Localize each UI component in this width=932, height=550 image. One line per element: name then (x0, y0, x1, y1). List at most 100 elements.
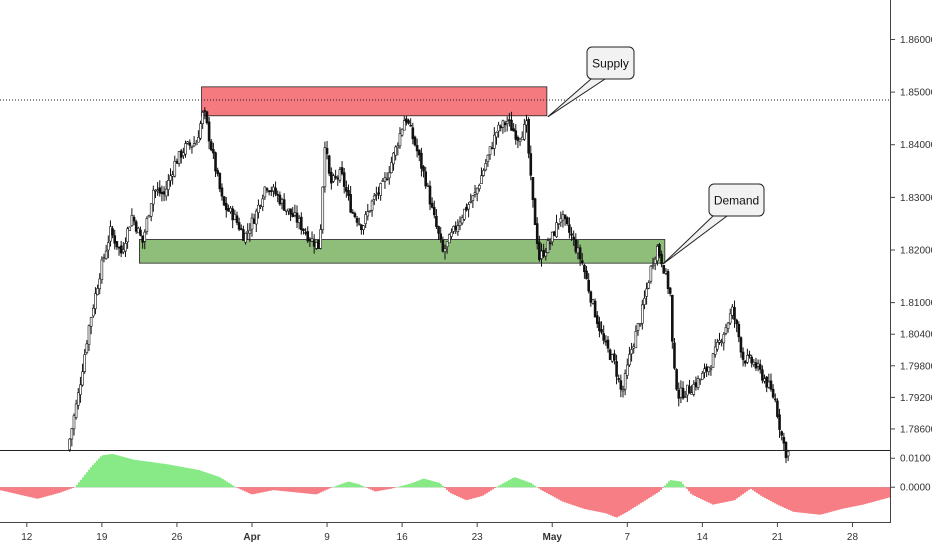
candle-body (375, 194, 378, 196)
candle-body (718, 339, 721, 343)
time-tick-label: 19 (96, 532, 108, 543)
candle-body (239, 228, 243, 230)
candle-body (683, 396, 687, 398)
time-tick-label: 28 (847, 532, 859, 543)
candle-body (182, 152, 185, 156)
candle-body (484, 163, 488, 171)
candle-body (733, 307, 736, 320)
candle-body (319, 229, 322, 249)
candle-body (160, 191, 164, 195)
candle-body (156, 189, 159, 192)
time-tick-label: 26 (171, 532, 183, 543)
candle-body (767, 381, 771, 388)
candle-body (456, 225, 460, 233)
candle-body (330, 172, 333, 184)
candle-body (686, 384, 689, 396)
candle-body (424, 171, 427, 187)
candle-body (649, 265, 653, 282)
candle-body (703, 368, 706, 373)
candle-body (748, 354, 751, 356)
candle-body (771, 388, 775, 398)
candle-body (593, 300, 597, 318)
candle-body (531, 177, 535, 201)
candle-body (666, 271, 670, 289)
candle-body (169, 175, 172, 181)
candle-body (102, 257, 106, 259)
candle-body (583, 264, 586, 273)
candle-body (400, 128, 404, 136)
callout-box (586, 46, 635, 80)
candle-body (628, 354, 631, 366)
candle-body (261, 198, 265, 207)
candle-body (460, 217, 464, 224)
candle-body (750, 356, 753, 364)
price-tick-label: 1.79800 (900, 361, 932, 372)
candle-body (332, 175, 335, 182)
candle-body (177, 151, 181, 164)
candle-body (214, 152, 217, 172)
candle-body (248, 229, 252, 234)
candle-body (553, 231, 556, 236)
candle-body (186, 141, 189, 144)
candle-body (355, 217, 359, 223)
candle-body (610, 354, 614, 362)
candle-body (81, 371, 84, 386)
price-tick-label: 1.83000 (900, 193, 932, 204)
callout-label: Supply (592, 57, 629, 71)
candle-body (242, 229, 245, 241)
time-tick-label: 14 (697, 532, 709, 543)
candle-body (621, 389, 625, 392)
candle-body (364, 214, 367, 225)
candle-body (634, 331, 638, 349)
candle-body (107, 242, 110, 251)
candle-body (508, 119, 511, 121)
candle-body (565, 217, 569, 224)
candle-body (409, 124, 412, 127)
candle-body (259, 205, 262, 207)
candle-body (300, 216, 303, 230)
candle-body (360, 224, 363, 231)
candle-body (250, 217, 254, 230)
candle-body (720, 341, 723, 344)
candle-body (342, 172, 346, 187)
callout-label: Demand (714, 194, 759, 208)
price-tick-label: 1.86000 (900, 35, 932, 46)
candle-body (535, 223, 539, 244)
time-tick-label: 23 (472, 532, 484, 543)
candle-body (741, 351, 745, 360)
candle-body (636, 323, 640, 331)
candle-body (368, 210, 372, 213)
candle-body (668, 287, 672, 294)
candle-body (761, 369, 764, 381)
candle-body (756, 363, 760, 367)
candle-body (209, 141, 213, 151)
candle-body (632, 346, 636, 349)
candle-body (726, 322, 730, 329)
candle-body (158, 187, 162, 194)
candle-body (302, 228, 305, 232)
callout-demand: Demand (662, 183, 765, 265)
candle-body (613, 353, 616, 361)
candle-body (117, 246, 121, 249)
candle-body (724, 326, 728, 334)
candle-body (194, 142, 198, 146)
candle-body (591, 299, 595, 304)
candle-body (304, 232, 307, 234)
candle-body (246, 231, 249, 233)
candle-body (478, 185, 481, 190)
candle-body (94, 293, 97, 310)
candle-body (580, 260, 584, 264)
candle-body (413, 136, 417, 146)
candle-body (630, 349, 633, 355)
candle-body (608, 349, 612, 360)
candle-body (227, 208, 230, 212)
candle-body (696, 378, 700, 388)
candle-body (327, 155, 331, 174)
candle-body (550, 231, 554, 243)
candle-body (563, 214, 567, 219)
candle-body (85, 343, 89, 353)
candle-body (671, 294, 674, 342)
candle-body (450, 232, 453, 237)
